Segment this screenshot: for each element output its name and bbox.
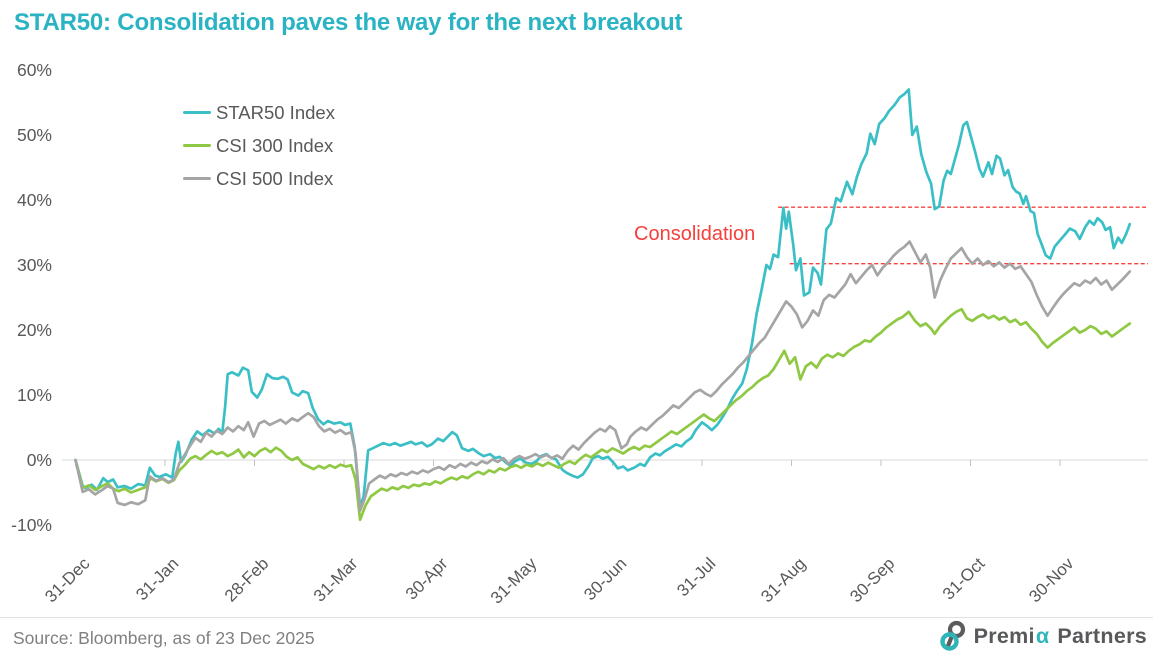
- y-tick-label: -10%: [11, 514, 52, 535]
- consolidation-annotation: Consolidation: [634, 223, 756, 245]
- y-tick-label: 60%: [16, 59, 52, 80]
- legend-label: STAR50 Index: [216, 101, 335, 123]
- y-tick-label: 10%: [16, 384, 52, 405]
- chart-legend: STAR50 Index CSI 300 Index CSI 500 Index: [183, 96, 335, 195]
- chart-title: STAR50: Consolidation paves the way for …: [14, 9, 683, 36]
- legend-item-star50-index: STAR50 Index: [183, 96, 335, 129]
- y-tick-label: 30%: [16, 254, 52, 275]
- y-tick-label: 40%: [16, 189, 52, 210]
- x-tick-label: 31-Aug: [756, 554, 809, 607]
- x-tick-label: 30-Nov: [1025, 554, 1078, 607]
- x-tick-label: 28-Feb: [220, 554, 272, 606]
- logo-text-partners: Partners: [1057, 623, 1147, 648]
- legend-item-csi-500-index: CSI 500 Index: [183, 162, 335, 195]
- legend-item-csi-300-index: CSI 300 Index: [183, 129, 335, 162]
- footer-divider: [0, 617, 1153, 618]
- logo-text-alpha: α: [1035, 623, 1050, 648]
- y-tick-label: 20%: [16, 319, 52, 340]
- x-tick-label: 31-May: [486, 554, 541, 608]
- x-tick-label: 30-Apr: [401, 554, 451, 604]
- y-tick-label: 50%: [16, 124, 52, 145]
- series-line-csi-500-index: [74, 240, 1132, 513]
- premia-logo-text: Premiα Partners: [974, 624, 1147, 649]
- x-tick-label: 31-Jan: [132, 554, 183, 605]
- series-line-star50-index: [74, 88, 1132, 509]
- x-tick-label: 30-Sep: [846, 554, 899, 607]
- legend-label: CSI 500 Index: [216, 167, 334, 189]
- premia-partners-logo: Premiα Partners: [939, 620, 1147, 652]
- y-tick-label: 0%: [26, 449, 52, 470]
- x-tick-label: 31-Oct: [938, 554, 988, 604]
- legend-line-swatch: [183, 143, 211, 148]
- series-line-csi-300-index: [74, 307, 1132, 522]
- x-tick-label: 31-Dec: [40, 554, 93, 607]
- x-tick-label: 31-Mar: [309, 554, 362, 606]
- line-chart-plot-area: [62, 88, 1148, 522]
- premia-logo-icon: [939, 620, 965, 651]
- legend-line-swatch: [183, 176, 211, 181]
- x-tick-label: 31-Jul: [673, 554, 720, 601]
- x-tick-label: 30-Jun: [579, 554, 630, 605]
- logo-text-premi: Premi: [973, 623, 1035, 648]
- source-note: Source: Bloomberg, as of 23 Dec 2025: [13, 628, 315, 648]
- legend-line-swatch: [183, 110, 211, 115]
- legend-label: CSI 300 Index: [216, 134, 334, 156]
